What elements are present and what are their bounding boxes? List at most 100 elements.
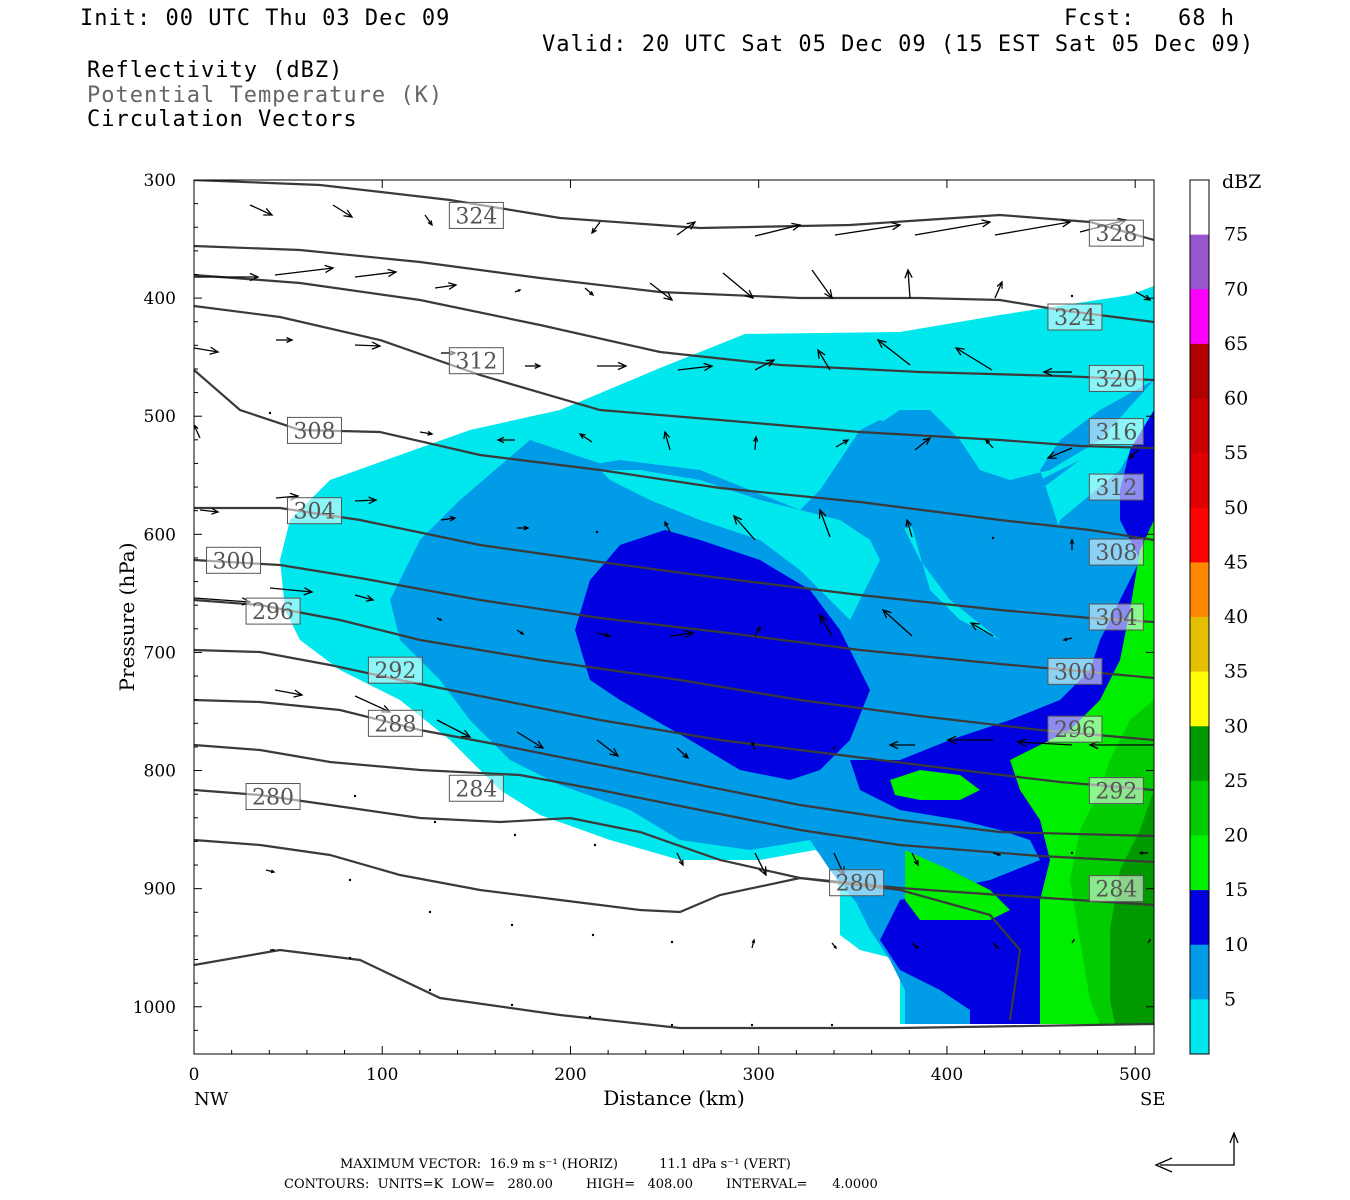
init-time: Init: 00 UTC Thu 03 Dec 09 bbox=[80, 6, 451, 31]
vector-arrow-head bbox=[387, 268, 398, 278]
vector-arrow-dot bbox=[670, 940, 674, 944]
y-tick-label: 900 bbox=[144, 880, 176, 900]
vector-arrow bbox=[946, 735, 993, 745]
refl-20dbz-mid bbox=[890, 770, 980, 800]
vector-arrow-head bbox=[303, 587, 314, 596]
vector-arrow bbox=[830, 1023, 834, 1027]
vector-arrow-shaft bbox=[354, 499, 377, 502]
vector-arrow bbox=[732, 514, 756, 541]
y-axis-title: Pressure (hPa) bbox=[115, 543, 139, 692]
vector-arrow-shaft bbox=[911, 852, 919, 866]
vector-arrow bbox=[1042, 367, 1072, 377]
vector-arrow-head bbox=[891, 222, 902, 231]
vector-arrow-head bbox=[824, 289, 833, 300]
vector-arrow-head bbox=[343, 209, 354, 218]
reference-vector-icon bbox=[1154, 1131, 1239, 1173]
vector-arrow-head bbox=[946, 735, 957, 745]
vector-arrow bbox=[911, 852, 919, 867]
vector-arrow-shaft bbox=[274, 267, 334, 276]
vector-arrow bbox=[753, 435, 759, 451]
vector-arrow-head bbox=[447, 282, 458, 290]
vector-arrow-shaft bbox=[817, 349, 831, 371]
vector-arrow-head bbox=[914, 945, 920, 950]
vector-arrow-shaft bbox=[596, 739, 619, 757]
vector-arrow-head bbox=[439, 618, 443, 621]
vector-arrow-dot bbox=[991, 536, 995, 540]
theta-label-text: 292 bbox=[1095, 780, 1137, 805]
vector-arrow-shaft bbox=[269, 587, 313, 593]
y-tick-label: 400 bbox=[144, 289, 176, 309]
vector-arrow-shaft bbox=[516, 731, 544, 749]
theta-label-text: 308 bbox=[1095, 541, 1137, 566]
vector-arrow-shaft bbox=[955, 347, 993, 371]
vector-arrow-head bbox=[1016, 738, 1027, 747]
colorbar-bin bbox=[1190, 671, 1209, 727]
vector-arrow-dot bbox=[1070, 294, 1074, 298]
colorbar-level-label: 35 bbox=[1224, 661, 1248, 683]
theta-label-text: 328 bbox=[1095, 222, 1137, 247]
vector-arrow-shaft bbox=[584, 287, 594, 296]
vector-arrow-dot bbox=[595, 530, 599, 534]
vector-arrow bbox=[1069, 538, 1075, 550]
vector-arrow-shaft bbox=[733, 515, 756, 541]
colorbar-bin bbox=[1190, 398, 1209, 454]
field-reflectivity: Reflectivity (dBZ) bbox=[87, 58, 344, 83]
theta-label-text: 284 bbox=[455, 777, 497, 802]
vector-arrow bbox=[818, 508, 831, 538]
vector-arrow-head bbox=[842, 439, 850, 445]
vector-arrow-head bbox=[1046, 451, 1057, 459]
theta-label: 300 bbox=[206, 546, 262, 574]
vector-arrow bbox=[1070, 294, 1074, 298]
colorbar-bin bbox=[1190, 890, 1209, 946]
vector-arrow-shaft bbox=[669, 632, 694, 637]
vector-arrow-shaft bbox=[754, 224, 801, 237]
vector-arrow bbox=[268, 411, 272, 415]
vector-arrow-head bbox=[703, 362, 714, 372]
theta-label-box bbox=[1088, 603, 1144, 631]
vector-arrow-shaft bbox=[275, 495, 299, 499]
vector-arrow bbox=[1128, 449, 1139, 460]
vector-arrow-head bbox=[954, 347, 965, 356]
vector-arrow bbox=[593, 843, 597, 847]
theta-label: 320 bbox=[1088, 364, 1144, 392]
vector-arrow bbox=[270, 948, 276, 952]
vector-arrow-head bbox=[732, 514, 743, 525]
vector-arrow bbox=[754, 359, 776, 371]
x-right-endpoint: SE bbox=[1140, 1089, 1165, 1110]
vector-arrow-head bbox=[371, 341, 382, 350]
vector-arrow-head bbox=[817, 348, 826, 359]
vector-arrow-shaft bbox=[194, 597, 251, 603]
theta-label-box bbox=[286, 416, 342, 444]
vector-arrow-head bbox=[1042, 367, 1053, 377]
vector-arrow bbox=[274, 689, 304, 698]
vector-arrow-shaft bbox=[914, 221, 991, 236]
vector-arrow bbox=[994, 219, 1072, 236]
vector-arrow-shaft bbox=[436, 719, 471, 738]
vector-arrow-head bbox=[427, 430, 434, 436]
theta-label: 296 bbox=[1047, 715, 1103, 743]
vector-arrow bbox=[433, 820, 437, 824]
theta-label: 312 bbox=[1088, 473, 1144, 501]
theta-label: 328 bbox=[1088, 219, 1144, 247]
vector-arrow bbox=[436, 617, 443, 621]
vector-arrow bbox=[353, 794, 357, 798]
vector-arrow bbox=[831, 942, 837, 950]
vector-arrow-shaft bbox=[754, 436, 757, 451]
vector-arrow bbox=[354, 268, 398, 278]
vector-arrow-head bbox=[1062, 637, 1068, 642]
vector-arrow bbox=[1147, 938, 1151, 944]
x-tick-label: 400 bbox=[931, 1065, 963, 1085]
vector-arrow-shaft bbox=[649, 282, 673, 301]
vector-arrow-dot bbox=[433, 820, 437, 824]
vector-arrow-head bbox=[819, 613, 828, 624]
vector-arrow bbox=[265, 869, 276, 874]
dbz-colorbar: 5 10 15 20 25 30 35 40 45 50 55 60 65 70 75 bbox=[1189, 179, 1248, 1055]
vector-arrow bbox=[428, 910, 432, 914]
colorbar-level-label: 75 bbox=[1224, 224, 1248, 246]
vector-arrow-head bbox=[684, 629, 695, 639]
colorbar-bin bbox=[1190, 835, 1209, 891]
theta-label-text: 292 bbox=[374, 659, 416, 684]
vector-arrow bbox=[424, 214, 433, 227]
theta-label-text: 320 bbox=[1095, 367, 1137, 392]
vector-arrow-head bbox=[663, 430, 671, 440]
